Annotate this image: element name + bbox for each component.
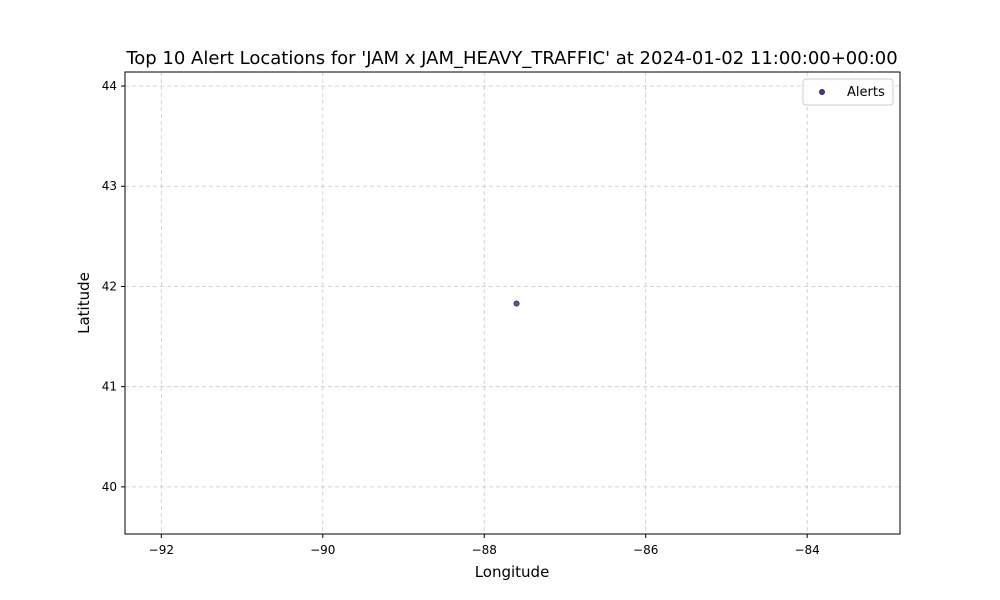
alert-point xyxy=(513,300,520,307)
y-axis-label: Latitude xyxy=(75,272,93,334)
x-tick-label: −92 xyxy=(149,543,174,557)
y-tick-label: 40 xyxy=(102,480,117,494)
y-tick-label: 43 xyxy=(102,179,117,193)
y-tick-label: 42 xyxy=(102,279,117,293)
legend-label-alerts: Alerts xyxy=(847,85,885,100)
x-tick-label: −88 xyxy=(472,543,497,557)
x-tick-label: −86 xyxy=(633,543,658,557)
x-axis-label: Longitude xyxy=(475,563,550,581)
data-points xyxy=(513,300,520,307)
legend: Alerts xyxy=(802,78,894,106)
plot-area xyxy=(124,71,901,535)
y-tick-label: 44 xyxy=(102,79,117,93)
grid-lines xyxy=(125,72,900,534)
x-tick-label: −90 xyxy=(310,543,335,557)
chart-title: Top 10 Alert Locations for 'JAM x JAM_HE… xyxy=(125,48,897,69)
y-tick-label: 41 xyxy=(102,380,117,394)
legend-marker xyxy=(819,89,826,96)
x-tick-label: −84 xyxy=(794,543,819,557)
legend-box xyxy=(802,78,894,106)
axis-ticks: −92 −90 −88 −86 −84 40 41 42 43 44 xyxy=(102,79,820,557)
